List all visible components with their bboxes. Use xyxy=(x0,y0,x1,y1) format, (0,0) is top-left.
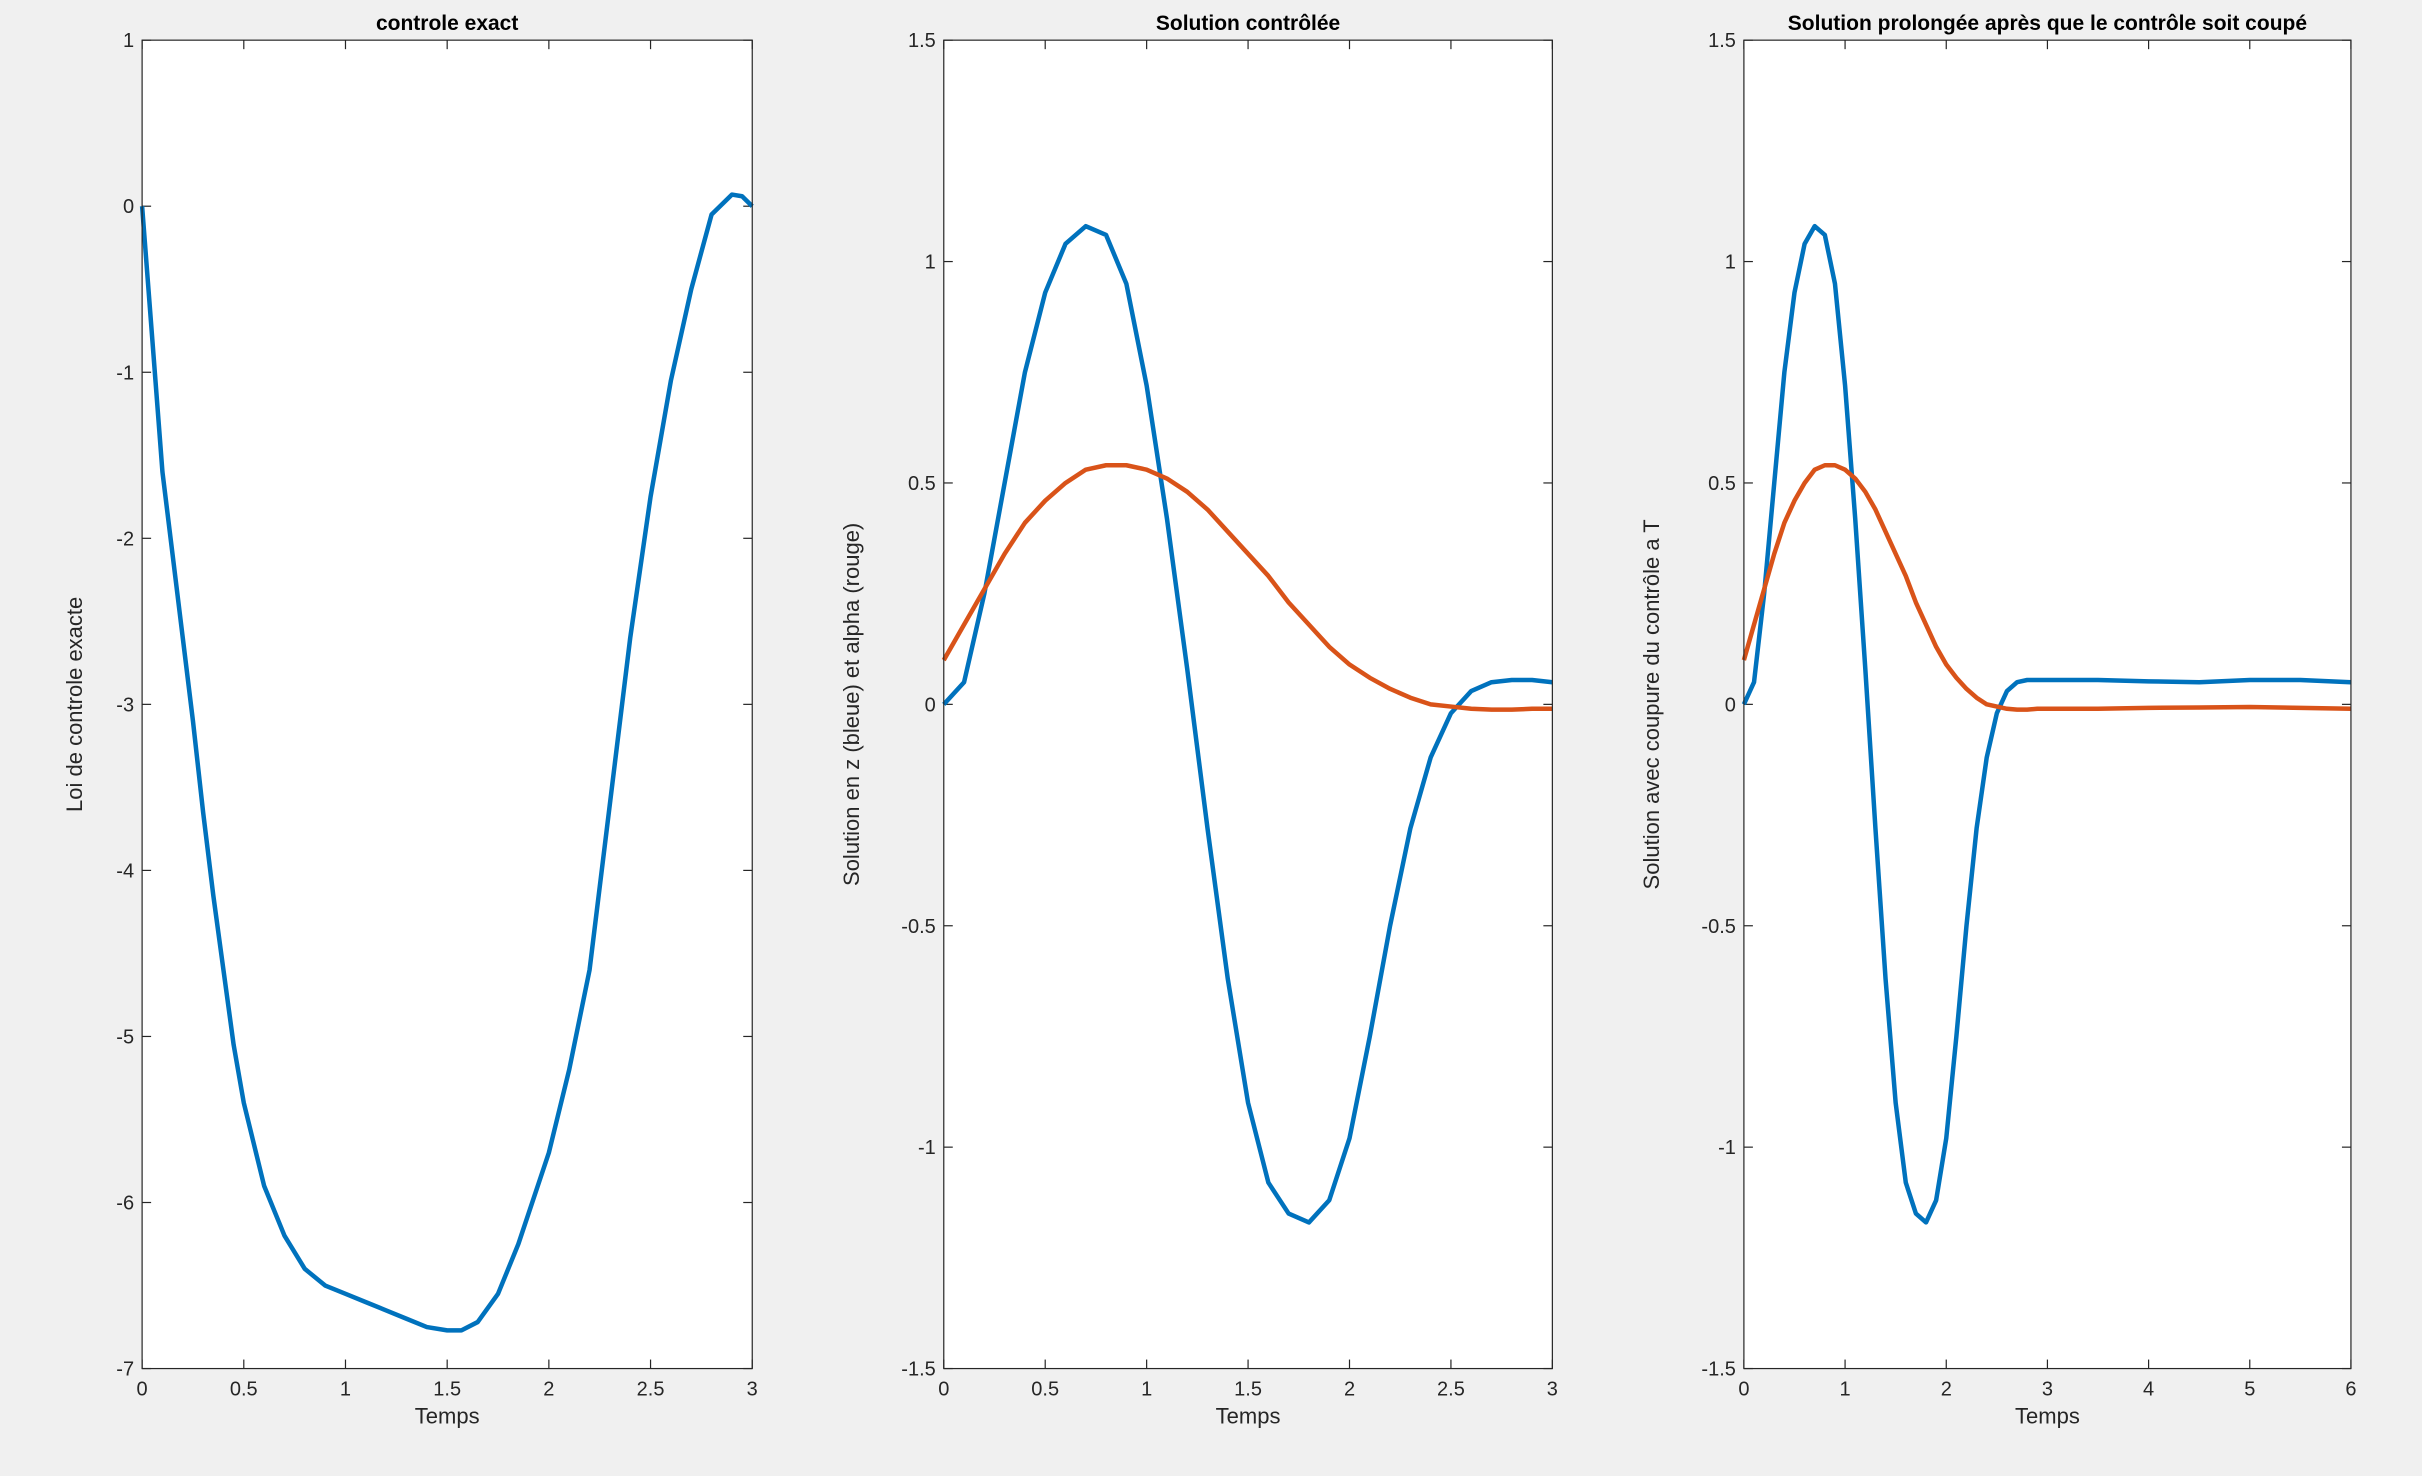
x-tick-label: 0.5 xyxy=(230,1379,258,1401)
x-tick-label: 1 xyxy=(340,1379,351,1401)
data-line xyxy=(942,223,1553,1225)
data-line xyxy=(1741,463,2351,712)
y-tick-label: -5 xyxy=(116,1026,134,1048)
y-tick-label: 1 xyxy=(123,30,134,52)
y-tick-label: 0.5 xyxy=(908,473,936,495)
x-tick-label: 3 xyxy=(747,1379,758,1401)
x-axis-label: Temps xyxy=(415,1404,480,1429)
x-tick-label: 1 xyxy=(1840,1379,1851,1401)
y-tick-label: -1 xyxy=(1718,1137,1736,1159)
y-axis-label: Solution en z (bleue) et alpha (rouge) xyxy=(839,523,864,886)
x-tick-label: 0 xyxy=(1738,1379,1749,1401)
x-tick-label: 1.5 xyxy=(433,1379,461,1401)
axes: -1.5 -1 -0.5 0 0.5 1 1.5 0 1 2 3 4 5 6 Solution prolon… xyxy=(1639,12,2357,1428)
y-tick-label: -1.5 xyxy=(901,1359,935,1381)
x-tick-label: 2.5 xyxy=(1437,1379,1465,1401)
x-tick-label: 1 xyxy=(1141,1379,1152,1401)
x-tick-label: 2 xyxy=(543,1379,554,1401)
x-tick-label: 0 xyxy=(938,1379,949,1401)
x-axis-label: Temps xyxy=(2015,1404,2080,1429)
y-tick-label: -3 xyxy=(116,694,134,716)
data-line xyxy=(139,192,754,1333)
x-tick-label: 6 xyxy=(2345,1379,2356,1401)
y-tick-label: -0.5 xyxy=(1701,916,1735,938)
y-tick-label: 0 xyxy=(1725,694,1736,716)
y-tick-label: 1.5 xyxy=(908,30,936,52)
y-tick-label: -1 xyxy=(116,362,134,384)
plot-area xyxy=(142,40,753,1369)
y-tick-label: -1 xyxy=(918,1137,936,1159)
y-tick-label: -7 xyxy=(116,1359,134,1381)
x-tick-label: 5 xyxy=(2244,1379,2255,1401)
data-line xyxy=(1741,223,2352,1225)
y-tick-label: -2 xyxy=(116,528,134,550)
axes-box xyxy=(1743,39,2352,1370)
axes: -1.5 -1 -0.5 0 0.5 1 1.5 0 0.5 1 1.5 2 2.5 3 Solution … xyxy=(839,12,1558,1428)
y-tick-label: -4 xyxy=(116,860,134,882)
data-line xyxy=(941,463,1553,712)
y-axis-label: Loi de controle exacte xyxy=(62,597,87,812)
y-tick-label: 1 xyxy=(925,252,936,274)
x-tick-label: 0 xyxy=(137,1379,148,1401)
y-tick-label: 0.5 xyxy=(1708,473,1736,495)
y-tick-label: -0.5 xyxy=(901,916,935,938)
axes: -7 -6 -5 -4 -3 -2 -1 0 1 0 0.5 1 1.5 2 2.5 3 controle ex… xyxy=(62,12,758,1428)
x-tick-label: 2 xyxy=(1941,1379,1952,1401)
plot-area xyxy=(1743,40,2351,1369)
y-tick-label: 1 xyxy=(1725,252,1736,274)
chart-title: Solution prolongée après que le contrôle… xyxy=(1788,12,2307,35)
chart-title: Solution contrôlée xyxy=(1156,12,1340,35)
y-tick-label: 1.5 xyxy=(1708,30,1736,52)
axes-box xyxy=(943,39,1553,1370)
y-tick-label: -1.5 xyxy=(1701,1359,1735,1381)
x-tick-label: 2.5 xyxy=(637,1379,665,1401)
y-axis-label: Solution avec coupure du contrôle a T xyxy=(1639,519,1664,889)
x-tick-label: 3 xyxy=(2042,1379,2053,1401)
x-tick-label: 1.5 xyxy=(1234,1379,1262,1401)
x-axis-label: Temps xyxy=(1216,1404,1281,1429)
x-tick-label: 0.5 xyxy=(1031,1379,1059,1401)
x-tick-label: 3 xyxy=(1547,1379,1558,1401)
chart-title: controle exact xyxy=(376,12,518,35)
x-tick-label: 2 xyxy=(1344,1379,1355,1401)
y-tick-label: 0 xyxy=(123,196,134,218)
y-tick-label: -6 xyxy=(116,1193,134,1215)
y-tick-label: 0 xyxy=(925,694,936,716)
x-tick-label: 4 xyxy=(2143,1379,2154,1401)
axes-box xyxy=(141,39,753,1370)
